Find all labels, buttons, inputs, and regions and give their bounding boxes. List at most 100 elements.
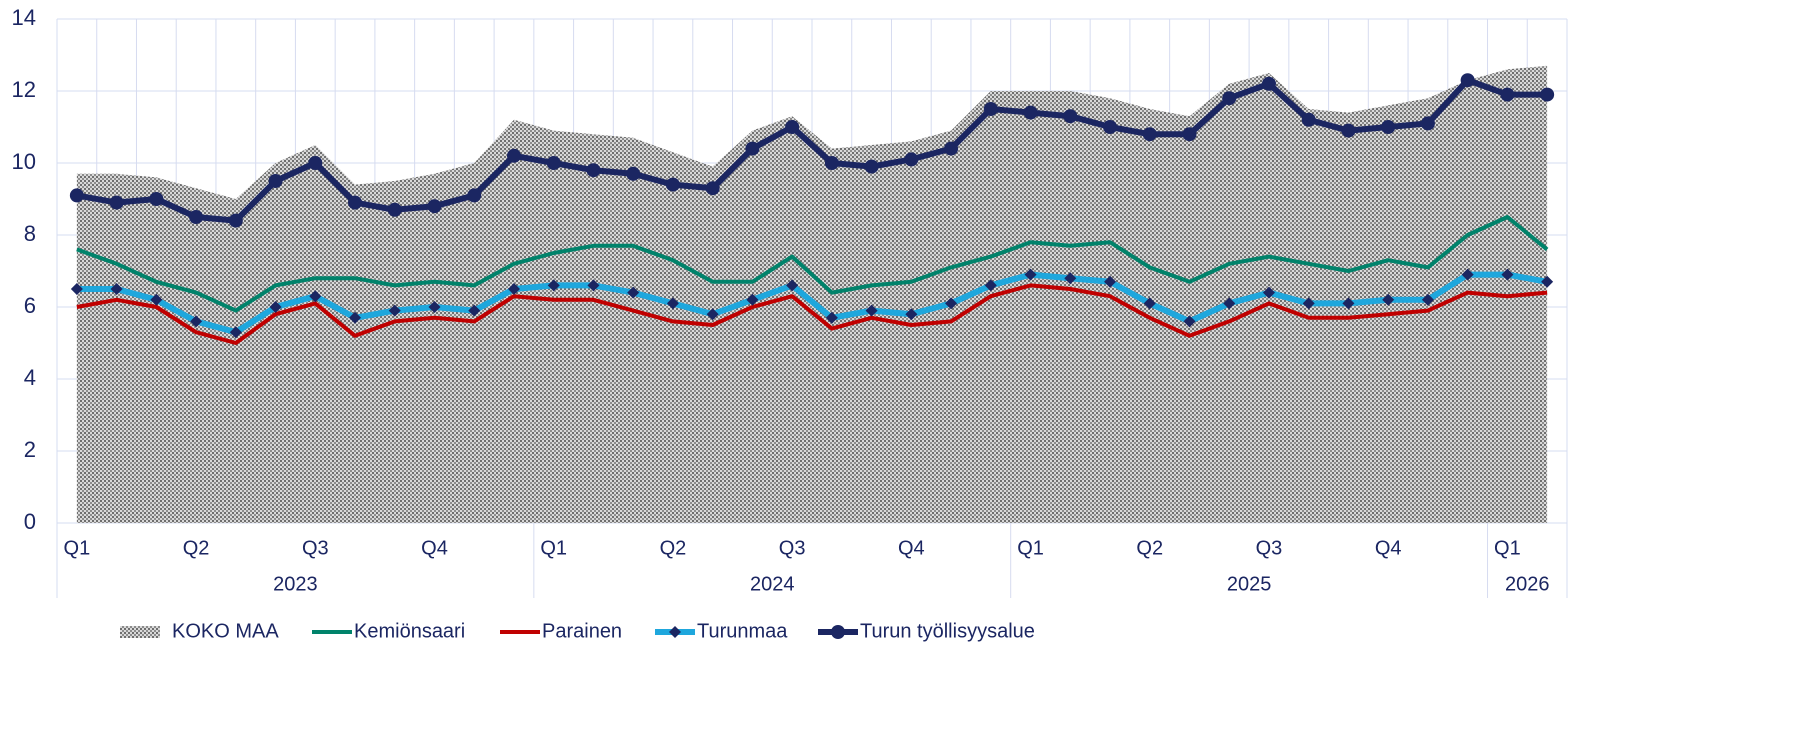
marker xyxy=(1024,268,1037,281)
marker xyxy=(785,120,800,134)
x-tick-label: Q3 xyxy=(302,537,329,559)
marker xyxy=(865,304,878,317)
marker xyxy=(1382,293,1395,306)
line xyxy=(76,77,1548,224)
y-tick-label: 8 xyxy=(24,221,36,246)
y-tick-label: 0 xyxy=(24,509,36,534)
marker xyxy=(1540,87,1555,102)
marker xyxy=(1261,76,1276,91)
marker xyxy=(945,297,958,310)
marker xyxy=(984,279,997,292)
y-tick-label: 14 xyxy=(12,5,36,30)
x-tick-label: Q4 xyxy=(1375,537,1402,559)
y-tick-label: 10 xyxy=(12,149,36,174)
marker xyxy=(983,102,998,116)
marker xyxy=(1262,286,1275,299)
marker xyxy=(1541,275,1554,288)
marker xyxy=(149,192,164,206)
marker xyxy=(109,195,124,210)
marker xyxy=(666,297,679,310)
marker xyxy=(388,304,401,317)
marker xyxy=(626,166,641,181)
marker xyxy=(905,308,918,321)
marker xyxy=(1023,105,1038,120)
marker xyxy=(427,199,442,214)
marker xyxy=(1063,109,1078,124)
marker xyxy=(189,210,204,224)
y-tick-label: 4 xyxy=(24,365,36,390)
marker xyxy=(786,279,799,292)
marker xyxy=(1064,272,1077,285)
legend-label: KOKO MAA xyxy=(172,620,279,642)
marker xyxy=(745,141,760,156)
marker xyxy=(1421,293,1434,306)
marker xyxy=(944,141,959,156)
marker xyxy=(229,326,242,339)
x-tick-label: Q2 xyxy=(183,537,210,559)
marker xyxy=(1500,87,1515,102)
x-tick-label: Q1 xyxy=(540,537,567,559)
x-tick-label: Q2 xyxy=(660,537,687,559)
legend-label: Turunmaa xyxy=(697,620,788,642)
marker xyxy=(1342,297,1355,310)
y-tick-label: 6 xyxy=(24,293,36,318)
marker xyxy=(627,286,640,299)
marker xyxy=(586,163,601,178)
x-tick-label: Q4 xyxy=(421,537,448,559)
marker xyxy=(1301,112,1316,127)
x-group-label: 2026 xyxy=(1505,573,1550,595)
marker xyxy=(110,283,123,295)
line xyxy=(76,271,1548,336)
marker xyxy=(1142,127,1157,142)
marker xyxy=(1420,116,1435,131)
x-tick-label: Q3 xyxy=(779,537,806,559)
x-tick-label: Q2 xyxy=(1136,537,1163,559)
marker xyxy=(150,293,163,306)
marker xyxy=(547,279,560,292)
legend-label: Kemiönsaari xyxy=(354,620,465,642)
marker xyxy=(308,156,323,170)
marker xyxy=(268,174,283,188)
marker xyxy=(705,181,720,196)
marker xyxy=(1461,268,1474,281)
x-tick-label: Q1 xyxy=(1017,537,1044,559)
marker xyxy=(269,301,282,313)
marker xyxy=(467,188,482,203)
marker xyxy=(309,290,322,303)
legend-marker xyxy=(669,626,681,638)
marker xyxy=(506,148,521,163)
legend-swatch xyxy=(120,626,160,638)
marker xyxy=(468,304,481,317)
x-group-label: 2024 xyxy=(750,573,795,595)
marker xyxy=(349,311,362,324)
marker xyxy=(507,283,520,295)
marker xyxy=(1104,275,1117,288)
marker xyxy=(665,177,680,192)
marker xyxy=(1302,297,1315,310)
marker xyxy=(387,202,402,217)
marker xyxy=(348,195,363,210)
marker xyxy=(1341,123,1356,138)
marker xyxy=(1223,297,1236,310)
area xyxy=(76,65,1548,524)
line xyxy=(76,283,1548,345)
marker xyxy=(746,293,759,306)
marker xyxy=(190,315,203,328)
x-tick-label: Q1 xyxy=(1494,537,1521,559)
marker xyxy=(1222,91,1237,106)
marker xyxy=(70,283,83,295)
legend-label: Parainen xyxy=(542,620,622,642)
x-tick-label: Q4 xyxy=(898,537,925,559)
legend-label: Turun työllisyysalue xyxy=(860,620,1035,642)
marker xyxy=(824,156,839,170)
marker xyxy=(1381,120,1396,134)
marker xyxy=(1183,315,1196,328)
marker xyxy=(1501,268,1514,281)
marker xyxy=(428,301,441,313)
marker xyxy=(1460,73,1475,88)
legend-marker xyxy=(831,625,845,639)
marker xyxy=(1143,297,1156,310)
x-tick-label: Q1 xyxy=(64,537,91,559)
y-tick-label: 12 xyxy=(12,77,36,102)
marker xyxy=(69,188,84,203)
